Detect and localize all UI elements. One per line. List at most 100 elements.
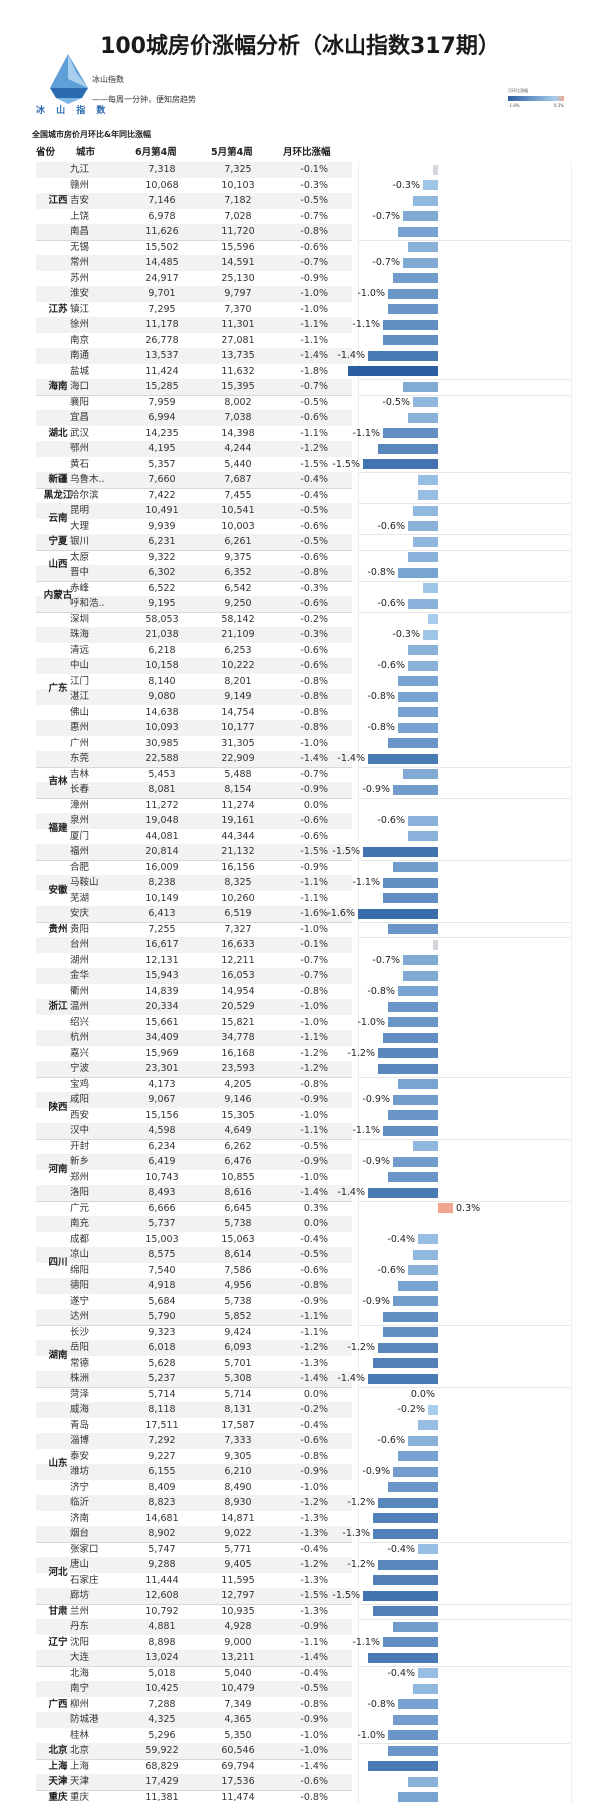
mom-bar xyxy=(418,474,438,485)
legend-gradient xyxy=(508,96,564,101)
price-may-week4: 7,333 xyxy=(224,1435,252,1446)
group-divider xyxy=(36,1758,352,1760)
mom-bar-label: -1.0% xyxy=(357,1729,385,1741)
mom-change: -0.7% xyxy=(300,954,328,966)
mom-change: -1.2% xyxy=(300,1047,328,1059)
mom-bar xyxy=(413,505,438,516)
price-jun-week4: 4,173 xyxy=(148,1078,176,1090)
mom-change: -0.4% xyxy=(300,1543,328,1555)
city-name: 金华 xyxy=(70,970,90,981)
city-name: 芜湖 xyxy=(70,892,90,904)
city-name: 海口 xyxy=(70,381,90,392)
mom-bar xyxy=(408,412,438,423)
province-label: 河北 xyxy=(48,1566,68,1578)
price-may-week4: 7,028 xyxy=(224,210,252,222)
mom-bar xyxy=(393,862,438,873)
city-name: 株洲 xyxy=(70,1373,90,1384)
table-row: 北京 59,922 60,546 -1.0% xyxy=(36,1743,352,1759)
table-row: 凉山 8,575 8,614 -0.5% xyxy=(36,1247,352,1263)
city-name: 长沙 xyxy=(70,1326,90,1338)
province-label: 安徽 xyxy=(48,884,68,896)
table-row: 威海 8,118 8,131 -0.2% xyxy=(36,1402,352,1418)
mom-bar-label: -0.4% xyxy=(387,1543,415,1555)
price-may-week4: 5,040 xyxy=(224,1667,252,1679)
mom-change: 0.0% xyxy=(303,1388,328,1400)
city-name: 厦门 xyxy=(70,830,90,842)
city-name: 宁波 xyxy=(70,1063,90,1074)
price-jun-week4: 11,272 xyxy=(145,799,179,811)
price-jun-week4: 16,617 xyxy=(145,939,179,950)
price-jun-week4: 7,295 xyxy=(148,303,176,315)
mom-bar xyxy=(438,1203,453,1214)
price-may-week4: 6,352 xyxy=(224,567,252,578)
panel-divider xyxy=(358,239,570,241)
mom-bar xyxy=(373,1606,438,1617)
mom-change: -1.4% xyxy=(300,1373,328,1384)
mom-bar xyxy=(398,676,438,687)
mom-bar-label: -0.7% xyxy=(372,257,400,268)
mom-change: -0.9% xyxy=(300,1466,328,1477)
province-label: 重庆 xyxy=(48,1791,68,1803)
mom-bar xyxy=(423,629,438,640)
price-jun-week4: 15,661 xyxy=(145,1016,179,1028)
mom-change: -1.5% xyxy=(300,846,328,857)
price-jun-week4: 17,511 xyxy=(145,1419,179,1431)
city-name: 开封 xyxy=(70,1140,90,1152)
province-label: 浙江 xyxy=(48,1001,68,1012)
mom-bar xyxy=(373,1358,438,1369)
city-name: 南宁 xyxy=(70,1683,90,1694)
panel-divider xyxy=(358,1619,570,1620)
price-may-week4: 11,720 xyxy=(221,226,255,237)
price-jun-week4: 11,381 xyxy=(145,1791,179,1803)
mom-change: -0.4% xyxy=(300,489,328,501)
mom-bar xyxy=(383,335,438,346)
mom-bar-label: -0.6% xyxy=(377,1435,405,1446)
mom-bar xyxy=(398,1699,438,1710)
price-jun-week4: 6,231 xyxy=(148,536,176,547)
price-jun-week4: 6,419 xyxy=(148,1156,176,1167)
table-row: 海口 15,285 15,395 -0.7% xyxy=(36,379,352,395)
mom-change: -0.8% xyxy=(300,1791,328,1803)
price-jun-week4: 20,334 xyxy=(145,1001,179,1012)
mom-bar xyxy=(398,722,438,733)
mom-change: -1.0% xyxy=(300,1745,328,1756)
mom-bar xyxy=(408,660,438,671)
mom-change: -0.8% xyxy=(300,1450,328,1462)
page-title: 100城房价涨幅分析（冰山指数317期） xyxy=(100,34,500,59)
table-row: 成都 15,003 15,063 -0.4% xyxy=(36,1232,352,1248)
price-may-week4: 9,146 xyxy=(224,1094,252,1105)
price-may-week4: 7,687 xyxy=(224,474,252,485)
group-divider xyxy=(36,1386,352,1388)
panel-divider xyxy=(358,534,570,535)
province-label: 陕西 xyxy=(48,1101,68,1113)
city-name: 南京 xyxy=(70,334,90,346)
price-jun-week4: 6,018 xyxy=(148,1342,176,1353)
mom-change: -0.6% xyxy=(300,1435,328,1446)
panel-divider xyxy=(358,503,570,504)
group-divider xyxy=(36,611,352,613)
mom-change: -1.0% xyxy=(300,288,328,299)
province-label: 海南 xyxy=(48,381,68,392)
mom-bar xyxy=(398,707,438,718)
brand-slogan: ——每周一分钟，便知房趋势 xyxy=(92,95,196,104)
legend-min: -1.8% xyxy=(508,103,520,108)
city-name: 盐城 xyxy=(70,365,90,377)
mom-bar xyxy=(398,1079,438,1090)
mom-bar xyxy=(393,1466,438,1477)
price-may-week4: 8,002 xyxy=(224,396,252,408)
table-row: 咸阳 9,067 9,146 -0.9% xyxy=(36,1092,352,1108)
mom-change: -0.8% xyxy=(300,706,328,718)
mom-bar xyxy=(423,180,438,191)
mom-bar-label: -1.1% xyxy=(352,319,380,330)
mom-change: -0.3% xyxy=(300,179,328,191)
price-may-week4: 6,476 xyxy=(224,1156,252,1167)
price-jun-week4: 7,959 xyxy=(148,396,176,408)
price-jun-week4: 26,778 xyxy=(145,334,179,346)
price-may-week4: 25,130 xyxy=(221,272,255,284)
price-jun-week4: 10,743 xyxy=(145,1171,179,1183)
group-divider xyxy=(36,1665,352,1667)
table-row: 菏泽 5,714 5,714 0.0% xyxy=(36,1387,352,1403)
table-row: 杭州 34,409 34,778 -1.1% xyxy=(36,1030,352,1046)
price-jun-week4: 6,413 xyxy=(148,908,176,919)
mom-change: -0.4% xyxy=(300,1667,328,1679)
